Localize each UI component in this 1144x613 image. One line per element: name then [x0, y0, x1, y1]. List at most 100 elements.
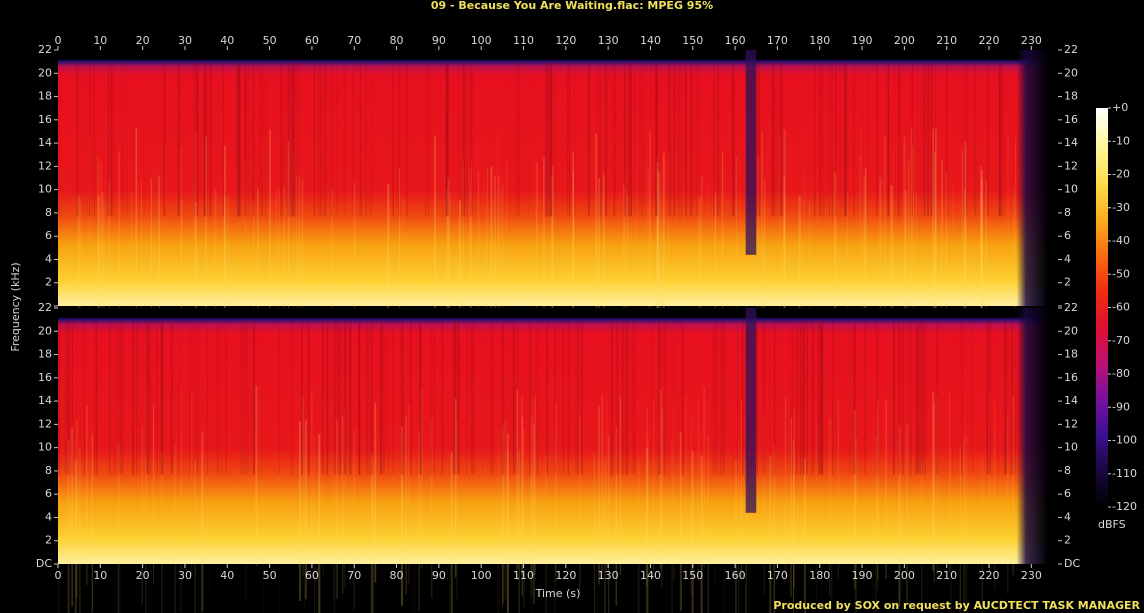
spectrogram-stripe	[482, 320, 483, 475]
spectrogram-stripe	[201, 454, 203, 613]
x-tick-label: 80	[390, 569, 404, 582]
spectrogram-stripe	[769, 456, 772, 613]
spectrogram-stripe	[76, 418, 78, 599]
spectrogram-stripe	[814, 62, 816, 217]
spectrogram-stripe	[283, 185, 286, 365]
spectrogram-stripe	[132, 320, 135, 475]
x-tick-label: 210	[936, 569, 957, 582]
spectrogram-stripe	[446, 62, 448, 217]
spectrogram-stripe	[671, 440, 673, 613]
x-tick-label: 80	[390, 34, 404, 47]
y-tick-label: 20	[38, 66, 52, 79]
spectrogram-stripe	[515, 62, 517, 217]
spectrogram-stripe	[935, 320, 937, 475]
spectrogram-stripe	[454, 398, 457, 578]
colorbar-tick-label: -50	[1112, 267, 1130, 280]
spectrogram-stripe	[293, 149, 295, 329]
spectrogram-stripe	[690, 62, 693, 217]
spectrogram-stripe	[1005, 320, 1007, 475]
spectrogram-stripe	[821, 62, 823, 217]
spectrogram-stripe	[344, 408, 346, 588]
spectrogram-stripe	[937, 320, 939, 475]
spectrogram-stripe	[292, 62, 295, 217]
spectrogram-stripe	[963, 438, 966, 613]
x-tick-label: 0	[55, 34, 62, 47]
spectrogram-stripe	[738, 437, 740, 613]
spectrogram-stripe	[697, 400, 699, 580]
spectrogram-stripe	[170, 320, 173, 475]
spectrogram-stripe	[521, 417, 523, 597]
spectrogram-stripe	[761, 132, 763, 312]
spectrogram-stripe	[879, 177, 882, 357]
spectrogram-stripe	[359, 320, 360, 475]
spectrogram-stripe	[337, 320, 339, 475]
spectrogram-stripe	[517, 320, 518, 475]
spectrogram-stripe	[951, 320, 954, 475]
spectrogram-stripe	[885, 63, 886, 217]
spectrogram-stripe	[867, 62, 869, 217]
spectrogram-stripe	[451, 451, 453, 613]
spectrogram-stripe	[298, 421, 302, 601]
spectrogram-stripe	[831, 420, 833, 600]
spectrogram-stripe	[279, 451, 281, 613]
spectrogram-stripe	[773, 444, 775, 613]
spectrogram-stripe	[1014, 137, 1016, 318]
spectrogram-stripe	[817, 192, 820, 372]
spectrogram-stripe	[419, 320, 422, 475]
spectrogram-stripe	[876, 62, 879, 217]
colorbar-tick-label: -10	[1112, 134, 1130, 147]
spectrogram-stripe	[1004, 320, 1007, 475]
spectrogram-stripe	[354, 63, 355, 217]
spectrogram-stripe	[548, 62, 551, 217]
spectrogram-stripe	[623, 183, 625, 363]
spectrogram-stripe	[550, 176, 553, 356]
spectrogram-stripe	[783, 129, 786, 309]
spectrogram-stripe	[122, 320, 123, 475]
spectrogram-stripe	[197, 62, 199, 217]
spectrogram-stripe	[675, 139, 677, 319]
spectrogram-stripe	[994, 430, 995, 609]
spectrogram-stripe	[336, 62, 338, 217]
x-tick-label: 110	[513, 569, 534, 582]
spectrogram-stripe	[119, 320, 121, 475]
spectrogram-stripe	[980, 179, 984, 359]
y-tick-label: 2	[1064, 534, 1071, 547]
spectrogram-stripe	[662, 386, 664, 566]
spectrogram-stripe	[293, 62, 295, 217]
spectrogram-stripe	[353, 62, 356, 217]
spectrogram-stripe	[353, 430, 355, 610]
spectrogram-stripe	[831, 320, 834, 475]
spectrogram-stripe	[739, 141, 740, 322]
spectrogram-stripe	[877, 320, 879, 475]
spectrogram-stripe	[154, 144, 155, 324]
spectrogram-stripe	[501, 320, 504, 475]
spectrogram-stripe	[625, 320, 627, 475]
x-tick-label: 130	[598, 34, 619, 47]
spectrogram-stripe	[1013, 197, 1015, 377]
y-axis-label: Frequency (kHz)	[9, 262, 22, 351]
spectrogram-stripe	[802, 130, 804, 309]
spectrogram-stripe	[112, 320, 115, 475]
spectrogram-stripe	[622, 320, 624, 475]
spectrogram-stripe	[579, 414, 581, 594]
y-tick-label: 22	[1064, 301, 1078, 314]
spectrogram-stripe	[821, 320, 824, 475]
spectrogram-stripe	[732, 62, 735, 217]
spectrogram-stripe	[314, 434, 315, 613]
spectrogram-stripe	[700, 430, 701, 610]
spectrogram-stripe	[735, 156, 737, 337]
spectrogram-stripe	[461, 62, 463, 217]
spectrogram-stripe	[611, 320, 612, 475]
spectrogram-stripe	[64, 320, 67, 475]
spectrogram-stripe	[985, 181, 988, 361]
spectrogram-stripe	[921, 320, 923, 475]
spectrogram-stripe	[458, 62, 459, 217]
spectrogram-stripe	[629, 62, 631, 217]
spectrogram-stripe	[497, 131, 499, 312]
spectrogram-stripe	[910, 320, 912, 475]
spectrogram-stripe	[304, 420, 307, 600]
spectrogram-stripe	[757, 62, 760, 217]
spectrogram-stripe	[999, 62, 1001, 217]
spectrogram-stripe	[191, 394, 193, 574]
spectrogram-stripe	[126, 62, 128, 217]
